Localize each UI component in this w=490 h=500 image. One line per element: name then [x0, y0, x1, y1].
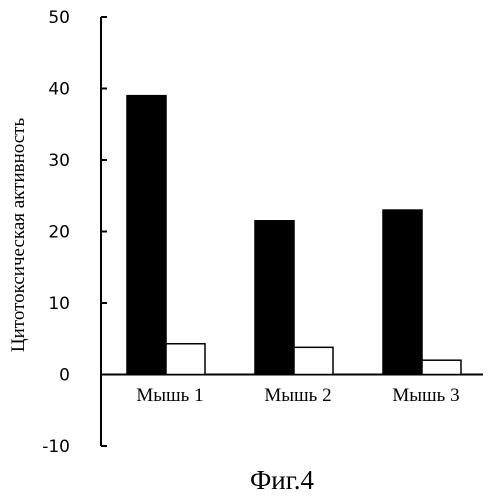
figure-caption: Фиг.4: [250, 465, 315, 495]
y-tick-label: 40: [48, 80, 70, 100]
bar: [421, 359, 462, 376]
bar: [382, 209, 423, 376]
bars: [126, 94, 462, 376]
y-tick-label: 10: [48, 294, 70, 314]
y-tick-label: 0: [59, 366, 70, 386]
y-axis-label: Цитотоксическая активность: [8, 118, 29, 353]
y-tick-label: 30: [48, 151, 70, 171]
category-label: Мышь 3: [392, 385, 459, 406]
bar: [126, 94, 167, 376]
category-label: Мышь 2: [264, 385, 331, 406]
category-labels: Мышь 1 Мышь 2 Мышь 3: [136, 385, 459, 406]
category-label: Мышь 1: [136, 385, 203, 406]
bar: [254, 220, 295, 376]
y-ticks: -10 0 10 20 30 40 50: [42, 8, 107, 457]
bar: [165, 343, 206, 376]
bar: [293, 346, 334, 376]
y-tick-label: 50: [48, 8, 70, 28]
y-tick-label: -10: [42, 437, 70, 457]
y-tick-label: 20: [48, 223, 70, 243]
